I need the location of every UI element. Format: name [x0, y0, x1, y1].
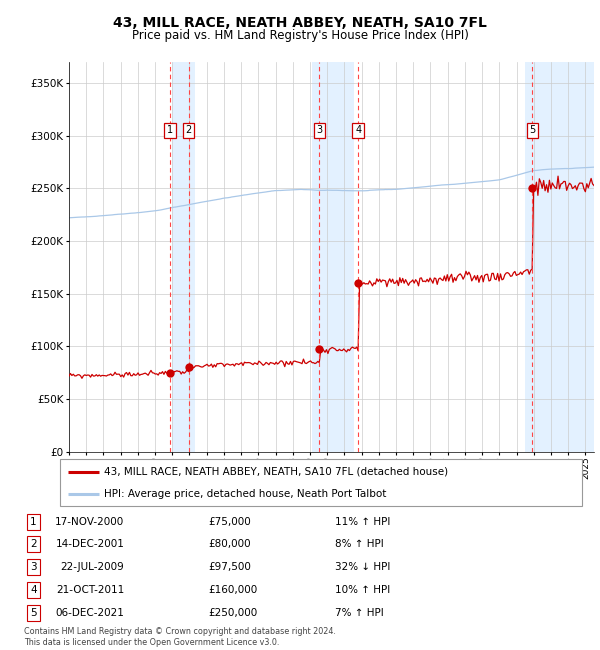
- Text: 43, MILL RACE, NEATH ABBEY, NEATH, SA10 7FL (detached house): 43, MILL RACE, NEATH ABBEY, NEATH, SA10 …: [104, 467, 448, 476]
- Text: 17-NOV-2000: 17-NOV-2000: [55, 517, 124, 526]
- Text: 5: 5: [30, 608, 37, 617]
- Text: 8% ↑ HPI: 8% ↑ HPI: [335, 540, 383, 549]
- Text: £250,000: £250,000: [208, 608, 257, 617]
- Text: 14-DEC-2001: 14-DEC-2001: [55, 540, 124, 549]
- Text: 7% ↑ HPI: 7% ↑ HPI: [335, 608, 383, 617]
- Text: 4: 4: [30, 585, 37, 595]
- Text: 4: 4: [355, 125, 361, 135]
- Text: £160,000: £160,000: [208, 585, 257, 595]
- Text: 21-OCT-2011: 21-OCT-2011: [56, 585, 124, 595]
- Text: 2: 2: [185, 125, 192, 135]
- Text: 5: 5: [529, 125, 536, 135]
- Text: 11% ↑ HPI: 11% ↑ HPI: [335, 517, 390, 526]
- Text: 32% ↓ HPI: 32% ↓ HPI: [335, 562, 390, 572]
- Text: 10% ↑ HPI: 10% ↑ HPI: [335, 585, 390, 595]
- Bar: [312, 62, 354, 452]
- Text: 22-JUL-2009: 22-JUL-2009: [61, 562, 124, 572]
- Text: HPI: Average price, detached house, Neath Port Talbot: HPI: Average price, detached house, Neat…: [104, 489, 387, 499]
- Text: Contains HM Land Registry data © Crown copyright and database right 2024.
This d: Contains HM Land Registry data © Crown c…: [24, 627, 336, 647]
- Text: £75,000: £75,000: [208, 517, 251, 526]
- Text: 1: 1: [30, 517, 37, 526]
- Text: £80,000: £80,000: [208, 540, 250, 549]
- Text: 3: 3: [316, 125, 323, 135]
- Bar: [525, 62, 594, 452]
- Text: 06-DEC-2021: 06-DEC-2021: [55, 608, 124, 617]
- Text: 43, MILL RACE, NEATH ABBEY, NEATH, SA10 7FL: 43, MILL RACE, NEATH ABBEY, NEATH, SA10 …: [113, 16, 487, 31]
- Text: 3: 3: [30, 562, 37, 572]
- Text: 1: 1: [167, 125, 173, 135]
- Text: £97,500: £97,500: [208, 562, 251, 572]
- Text: Price paid vs. HM Land Registry's House Price Index (HPI): Price paid vs. HM Land Registry's House …: [131, 29, 469, 42]
- Bar: [172, 62, 194, 452]
- FancyBboxPatch shape: [60, 459, 582, 506]
- Text: 2: 2: [30, 540, 37, 549]
